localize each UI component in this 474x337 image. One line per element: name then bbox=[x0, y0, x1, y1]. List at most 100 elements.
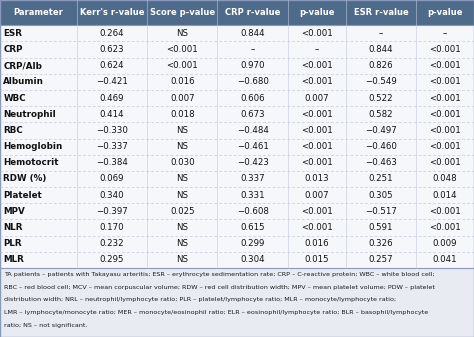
Text: ESR: ESR bbox=[3, 29, 22, 38]
Text: −0.423: −0.423 bbox=[237, 158, 269, 167]
Text: 0.337: 0.337 bbox=[240, 175, 265, 183]
Bar bbox=[0, 268, 474, 337]
Text: CRP/Alb: CRP/Alb bbox=[3, 61, 42, 70]
Text: <0.001: <0.001 bbox=[429, 61, 461, 70]
Text: 0.299: 0.299 bbox=[240, 239, 265, 248]
Text: 0.331: 0.331 bbox=[240, 191, 265, 200]
Text: 0.624: 0.624 bbox=[100, 61, 124, 70]
Text: −0.484: −0.484 bbox=[237, 126, 269, 135]
Text: 0.013: 0.013 bbox=[304, 175, 329, 183]
Text: p-value: p-value bbox=[427, 8, 463, 17]
Text: –: – bbox=[443, 29, 447, 38]
Text: 0.007: 0.007 bbox=[304, 94, 329, 102]
Text: −0.461: −0.461 bbox=[237, 142, 269, 151]
Bar bbox=[0, 41, 474, 58]
Text: Hemotocrit: Hemotocrit bbox=[3, 158, 59, 167]
Text: 0.304: 0.304 bbox=[240, 255, 265, 264]
Text: 0.016: 0.016 bbox=[304, 239, 329, 248]
Text: 0.340: 0.340 bbox=[100, 191, 124, 200]
Text: PLR: PLR bbox=[3, 239, 22, 248]
Text: <0.001: <0.001 bbox=[429, 94, 461, 102]
Text: 0.582: 0.582 bbox=[369, 110, 393, 119]
Text: NLR: NLR bbox=[3, 223, 23, 232]
Text: 0.007: 0.007 bbox=[170, 94, 195, 102]
Text: −0.330: −0.330 bbox=[96, 126, 128, 135]
Text: 0.469: 0.469 bbox=[100, 94, 124, 102]
Bar bbox=[0, 74, 474, 90]
Text: 0.232: 0.232 bbox=[100, 239, 124, 248]
Text: 0.041: 0.041 bbox=[433, 255, 457, 264]
Text: 0.826: 0.826 bbox=[369, 61, 393, 70]
Text: p-value: p-value bbox=[299, 8, 335, 17]
Text: ratio; NS – not significant.: ratio; NS – not significant. bbox=[4, 323, 87, 328]
Text: −0.421: −0.421 bbox=[96, 78, 128, 86]
Text: −0.497: −0.497 bbox=[365, 126, 397, 135]
Text: <0.001: <0.001 bbox=[429, 207, 461, 216]
Text: WBC: WBC bbox=[3, 94, 26, 102]
Text: −0.460: −0.460 bbox=[365, 142, 397, 151]
Text: −0.337: −0.337 bbox=[96, 142, 128, 151]
Text: 0.414: 0.414 bbox=[100, 110, 124, 119]
Text: Kerr's r-value: Kerr's r-value bbox=[80, 8, 144, 17]
Text: MPV: MPV bbox=[3, 207, 25, 216]
Text: RDW (%): RDW (%) bbox=[3, 175, 47, 183]
Text: <0.001: <0.001 bbox=[301, 110, 333, 119]
Text: 0.606: 0.606 bbox=[240, 94, 265, 102]
Text: –: – bbox=[250, 45, 255, 54]
Text: <0.001: <0.001 bbox=[301, 29, 333, 38]
Text: TA patients – patients with Takayasu arteritis; ESR – erythrocyte sedimentation : TA patients – patients with Takayasu art… bbox=[4, 272, 435, 277]
Text: Albumin: Albumin bbox=[3, 78, 44, 86]
Text: 0.673: 0.673 bbox=[240, 110, 265, 119]
Bar bbox=[0, 122, 474, 139]
Text: ESR r-value: ESR r-value bbox=[354, 8, 408, 17]
Text: NS: NS bbox=[176, 126, 188, 135]
Text: 0.844: 0.844 bbox=[369, 45, 393, 54]
Text: Neutrophil: Neutrophil bbox=[3, 110, 56, 119]
Bar bbox=[0, 58, 474, 74]
Text: 0.016: 0.016 bbox=[170, 78, 195, 86]
Text: 0.305: 0.305 bbox=[369, 191, 393, 200]
Text: 0.069: 0.069 bbox=[100, 175, 124, 183]
Text: 0.326: 0.326 bbox=[369, 239, 393, 248]
Text: CRP r-value: CRP r-value bbox=[225, 8, 280, 17]
Text: <0.001: <0.001 bbox=[301, 223, 333, 232]
Text: <0.001: <0.001 bbox=[429, 223, 461, 232]
Text: 0.015: 0.015 bbox=[304, 255, 329, 264]
Text: <0.001: <0.001 bbox=[429, 126, 461, 135]
Text: <0.001: <0.001 bbox=[429, 78, 461, 86]
Bar bbox=[0, 171, 474, 187]
Text: CRP: CRP bbox=[3, 45, 23, 54]
Text: <0.001: <0.001 bbox=[301, 142, 333, 151]
Bar bbox=[0, 0, 474, 25]
Text: −0.549: −0.549 bbox=[365, 78, 397, 86]
Text: NS: NS bbox=[176, 255, 188, 264]
Text: 0.257: 0.257 bbox=[369, 255, 393, 264]
Text: 0.623: 0.623 bbox=[100, 45, 124, 54]
Text: 0.522: 0.522 bbox=[369, 94, 393, 102]
Text: –: – bbox=[379, 29, 383, 38]
Text: LMR – lymphocyte/monocyte ratio; MER – monocyte/eosinophil ratio; ELR – eosinoph: LMR – lymphocyte/monocyte ratio; MER – m… bbox=[4, 310, 428, 315]
Text: Parameter: Parameter bbox=[13, 8, 64, 17]
Text: distribution width; NRL – neutrophil/lymphocyte ratio; PLR – platelet/lymphocyte: distribution width; NRL – neutrophil/lym… bbox=[4, 298, 396, 302]
Text: NS: NS bbox=[176, 142, 188, 151]
Text: −0.680: −0.680 bbox=[237, 78, 269, 86]
Text: 0.018: 0.018 bbox=[170, 110, 195, 119]
Text: 0.264: 0.264 bbox=[100, 29, 124, 38]
Text: <0.001: <0.001 bbox=[166, 45, 198, 54]
Text: <0.001: <0.001 bbox=[429, 158, 461, 167]
Bar bbox=[0, 236, 474, 252]
Bar bbox=[0, 90, 474, 106]
Text: −0.517: −0.517 bbox=[365, 207, 397, 216]
Text: −0.397: −0.397 bbox=[96, 207, 128, 216]
Text: 0.615: 0.615 bbox=[240, 223, 265, 232]
Text: <0.001: <0.001 bbox=[166, 61, 198, 70]
Text: <0.001: <0.001 bbox=[301, 126, 333, 135]
Text: <0.001: <0.001 bbox=[301, 61, 333, 70]
Text: NS: NS bbox=[176, 175, 188, 183]
Text: <0.001: <0.001 bbox=[301, 158, 333, 167]
Text: 0.014: 0.014 bbox=[433, 191, 457, 200]
Text: 0.048: 0.048 bbox=[433, 175, 457, 183]
Text: <0.001: <0.001 bbox=[429, 45, 461, 54]
Text: Platelet: Platelet bbox=[3, 191, 42, 200]
Bar bbox=[0, 187, 474, 203]
